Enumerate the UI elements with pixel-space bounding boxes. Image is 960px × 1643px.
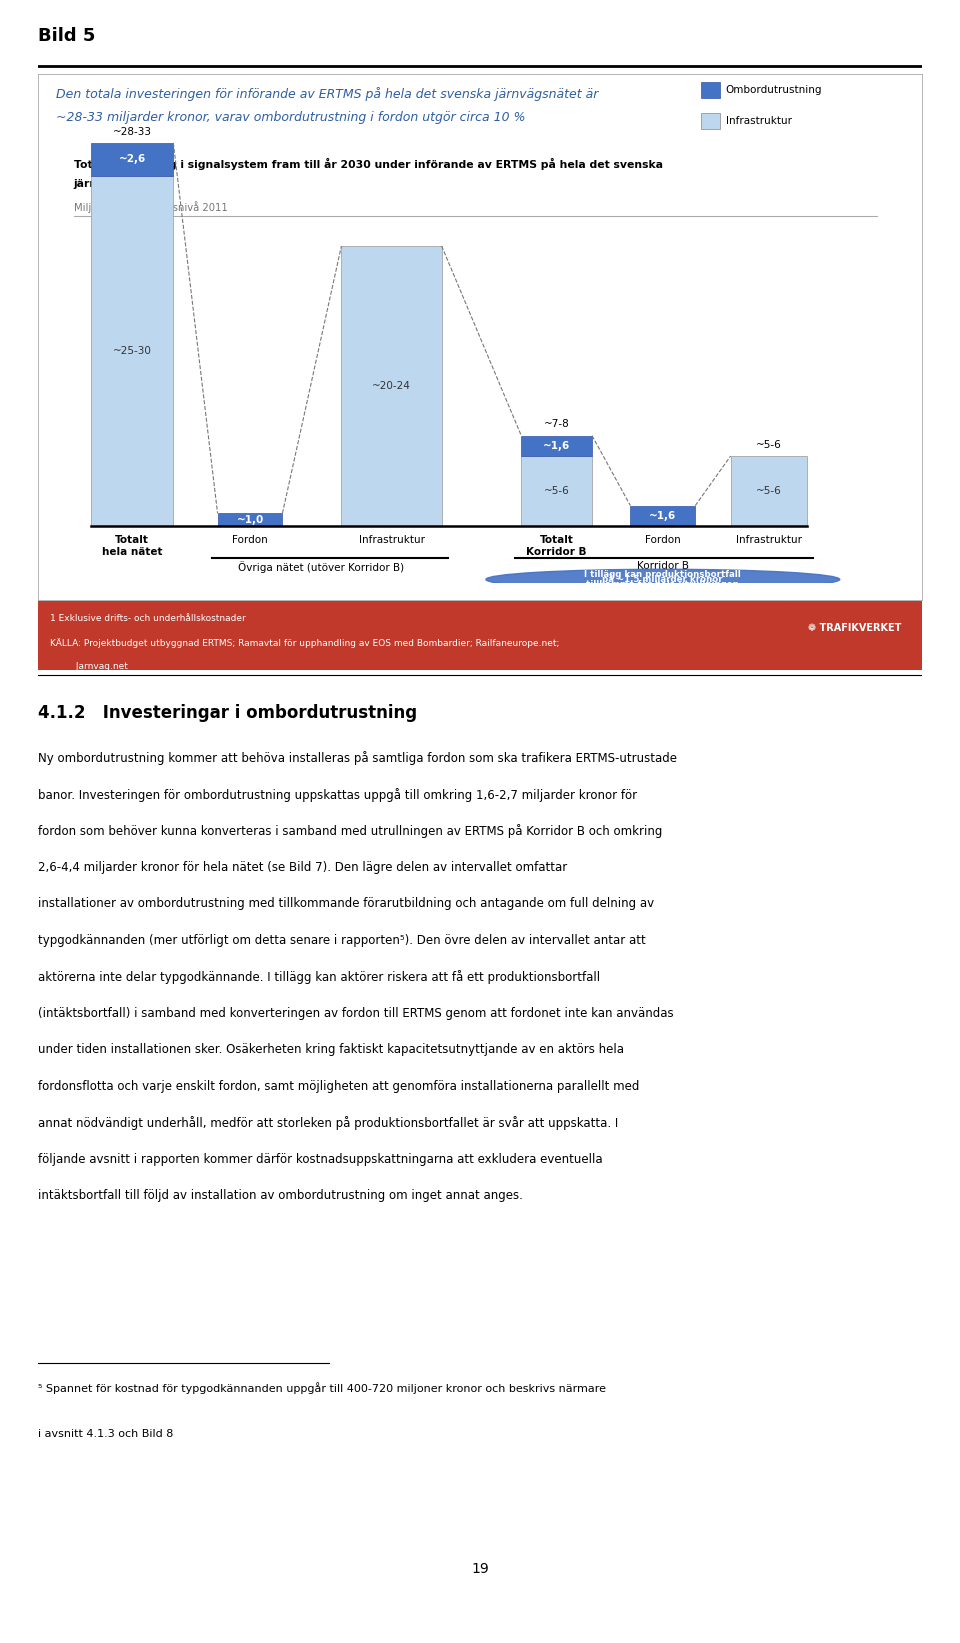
Text: Övriga nätet (utöver Korridor B): Övriga nätet (utöver Korridor B) — [238, 560, 404, 573]
Text: ~1,6: ~1,6 — [649, 511, 677, 521]
Text: ~28-33: ~28-33 — [112, 127, 152, 136]
Text: under tiden installationen sker. Osäkerheten kring faktiskt kapacitetsutnyttjand: under tiden installationen sker. Osäkerh… — [38, 1043, 624, 1056]
Text: ~25-30: ~25-30 — [112, 347, 152, 357]
Text: ~20-24: ~20-24 — [372, 381, 411, 391]
Text: Ny ombordutrustning kommer att behöva installeras på samtliga fordon som ska tra: Ny ombordutrustning kommer att behöva in… — [38, 751, 678, 766]
Text: i avsnitt 4.1.3 och Bild 8: i avsnitt 4.1.3 och Bild 8 — [38, 1429, 174, 1439]
Text: Korridor B: Korridor B — [636, 560, 689, 572]
Bar — [521, 457, 592, 526]
Bar — [731, 457, 807, 526]
Text: aktörerna inte delar typgodkännande. I tillägg kan aktörer riskera att få ett pr: aktörerna inte delar typgodkännande. I t… — [38, 971, 601, 984]
Text: Totalt
Korridor B: Totalt Korridor B — [526, 536, 587, 557]
Text: ❁ TRAFIKVERKET: ❁ TRAFIKVERKET — [807, 623, 901, 633]
Bar — [91, 143, 174, 176]
Text: annat nödvändigt underhåll, medför att storleken på produktionsbortfallet är svå: annat nödvändigt underhåll, medför att s… — [38, 1116, 618, 1130]
Text: Miljarder kronor, prisnivå 2011: Miljarder kronor, prisnivå 2011 — [74, 200, 228, 214]
Bar — [342, 246, 442, 526]
Ellipse shape — [486, 568, 840, 590]
Text: Total investering i signalsystem fram till år 2030 under införande av ERTMS på h: Total investering i signalsystem fram ti… — [74, 158, 662, 171]
Text: ~5-6: ~5-6 — [543, 486, 569, 496]
Text: ~28-33 miljarder kronor, varav ombordutrustning i fordon utgör circa 10 %: ~28-33 miljarder kronor, varav ombordutr… — [56, 110, 525, 123]
Text: ~1,6: ~1,6 — [543, 440, 570, 450]
Text: intäktsbortfall till följd av installation av ombordutrustning om inget annat an: intäktsbortfall till följd av installati… — [38, 1190, 523, 1203]
Text: ~7-8: ~7-8 — [543, 419, 569, 429]
Text: (intäktsbortfall) i samband med konverteringen av fordon till ERTMS genom att fo: (intäktsbortfall) i samband med konverte… — [38, 1007, 674, 1020]
Text: Jarnvag.net: Jarnvag.net — [50, 662, 128, 670]
Bar — [218, 513, 282, 526]
Text: Ombordutrustning: Ombordutrustning — [726, 85, 822, 95]
Bar — [701, 82, 720, 97]
Text: fordon som behöver kunna konverteras i samband med utrullningen av ERTMS på Korr: fordon som behöver kunna konverteras i s… — [38, 825, 662, 838]
Text: banor. Investeringen för ombordutrustning uppskattas uppgå till omkring 1,6-2,7 : banor. Investeringen för ombordutrustnin… — [38, 789, 637, 802]
Text: Infrastruktur: Infrastruktur — [736, 536, 802, 545]
Text: ⁵ Spannet för kostnad för typgodkännanden uppgår till 400-720 miljoner kronor oc: ⁵ Spannet för kostnad för typgodkännande… — [38, 1382, 607, 1393]
Bar — [521, 435, 592, 457]
Text: Fordon: Fordon — [645, 536, 681, 545]
Text: Totalt
hela nätet: Totalt hela nätet — [102, 536, 162, 557]
Text: 19: 19 — [471, 1562, 489, 1576]
Text: KÄLLA: Projektbudget utbyggnad ERTMS; Ramavtal för upphandling av EOS med Bombar: KÄLLA: Projektbudget utbyggnad ERTMS; Ra… — [50, 637, 559, 647]
Text: Bild 5: Bild 5 — [38, 28, 96, 44]
Text: ~1,0: ~1,0 — [236, 514, 264, 524]
Bar — [631, 506, 695, 526]
Text: fordonsflotta och varje enskilt fordon, samt möjligheten att genomföra installat: fordonsflotta och varje enskilt fordon, … — [38, 1079, 639, 1093]
Text: tillkomma för hela utrullningen: tillkomma för hela utrullningen — [587, 580, 739, 588]
Text: 1 Exklusive drifts- och underhållskostnader: 1 Exklusive drifts- och underhållskostna… — [50, 614, 246, 623]
Text: järnvägsnätet¹: järnvägsnätet¹ — [74, 179, 164, 189]
Bar — [91, 176, 174, 526]
Text: Infrastruktur: Infrastruktur — [358, 536, 424, 545]
Text: följande avsnitt i rapporten kommer därför kostnadsuppskattningarna att exkluder: följande avsnitt i rapporten kommer därf… — [38, 1153, 603, 1165]
Text: Infrastruktur: Infrastruktur — [726, 117, 792, 127]
Text: ~5-6: ~5-6 — [756, 486, 781, 496]
Text: Fordon: Fordon — [232, 536, 268, 545]
Bar — [701, 113, 720, 130]
Text: I tillägg kan produktionsbortfall: I tillägg kan produktionsbortfall — [585, 570, 741, 578]
Text: 4.1.2   Investeringar i ombordutrustning: 4.1.2 Investeringar i ombordutrustning — [38, 705, 418, 721]
Text: installationer av ombordutrustning med tillkommande förarutbildning och antagand: installationer av ombordutrustning med t… — [38, 897, 655, 910]
Text: ~2,6: ~2,6 — [118, 154, 146, 164]
Text: ~5-6: ~5-6 — [756, 440, 781, 450]
Text: typgodkännanden (mer utförligt om detta senare i rapporten⁵). Den övre delen av : typgodkännanden (mer utförligt om detta … — [38, 933, 646, 946]
Text: 2,6-4,4 miljarder kronor för hela nätet (se Bild 7). Den lägre delen av interval: 2,6-4,4 miljarder kronor för hela nätet … — [38, 861, 567, 874]
Text: Den totala investeringen för införande av ERTMS på hela det svenska järnvägsnäte: Den totala investeringen för införande a… — [56, 87, 598, 102]
Text: på ~1,5 miljarder kronor: på ~1,5 miljarder kronor — [603, 575, 723, 585]
